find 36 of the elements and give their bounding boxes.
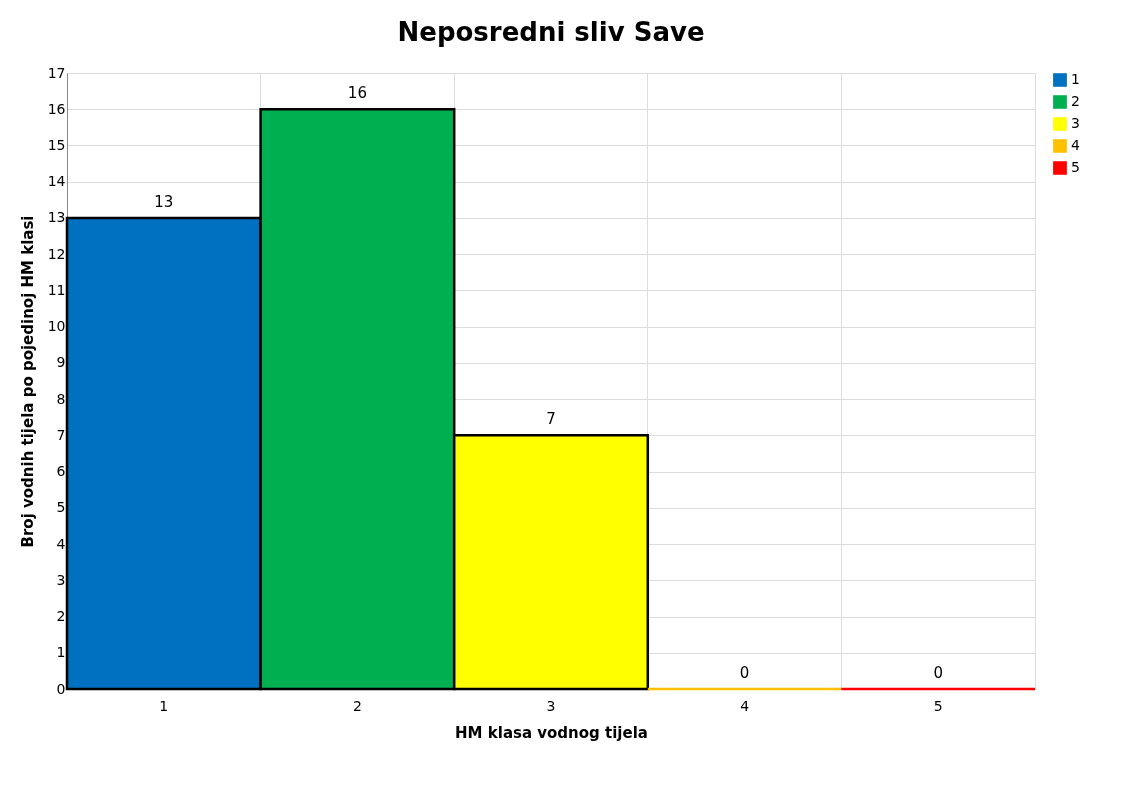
- y-tick-label: 0: [56, 680, 66, 697]
- x-tick-label: 5: [933, 697, 943, 714]
- y-tick-label: 8: [56, 390, 66, 407]
- y-axis-title: Broj vodnih tijela po pojedinoj HM klasi: [18, 215, 37, 548]
- data-label: 0: [933, 664, 943, 682]
- legend-label: 2: [1071, 93, 1080, 109]
- y-tick-label: 3: [56, 571, 66, 588]
- y-tick-label: 5: [56, 499, 66, 516]
- y-tick-label: 7: [56, 426, 66, 443]
- data-label: 0: [739, 664, 750, 682]
- y-tick-label: 13: [47, 209, 66, 226]
- x-tick-label: 4: [740, 697, 750, 714]
- y-tick-label: 1: [56, 644, 66, 661]
- y-tick-label: 15: [47, 136, 66, 153]
- legend-label: 1: [1071, 71, 1080, 87]
- y-tick-label: 11: [47, 281, 66, 298]
- y-tick-label: 9: [56, 354, 66, 371]
- x-tick-label: 2: [352, 697, 362, 714]
- legend-label: 5: [1071, 159, 1080, 175]
- y-tick-label: 12: [47, 245, 66, 262]
- y-tick-label: 17: [47, 64, 66, 81]
- y-tick-label: 2: [56, 608, 66, 625]
- data-label: 16: [347, 84, 367, 103]
- y-tick-label: 4: [56, 535, 66, 552]
- y-tick-label: 10: [47, 318, 66, 335]
- x-axis-title: HM klasa vodnog tijela: [455, 723, 648, 742]
- legend-label: 3: [1071, 115, 1080, 131]
- legend-label: 4: [1071, 137, 1080, 153]
- data-label: 7: [546, 410, 556, 429]
- x-tick-label: 1: [159, 697, 169, 714]
- x-tick-label: 3: [546, 697, 556, 714]
- data-label: 13: [154, 192, 174, 211]
- y-tick-label: 16: [47, 100, 66, 117]
- chart-title: Neposredni sliv Save: [397, 17, 705, 47]
- y-tick-label: 14: [47, 173, 66, 190]
- y-tick-label: 6: [56, 463, 66, 480]
